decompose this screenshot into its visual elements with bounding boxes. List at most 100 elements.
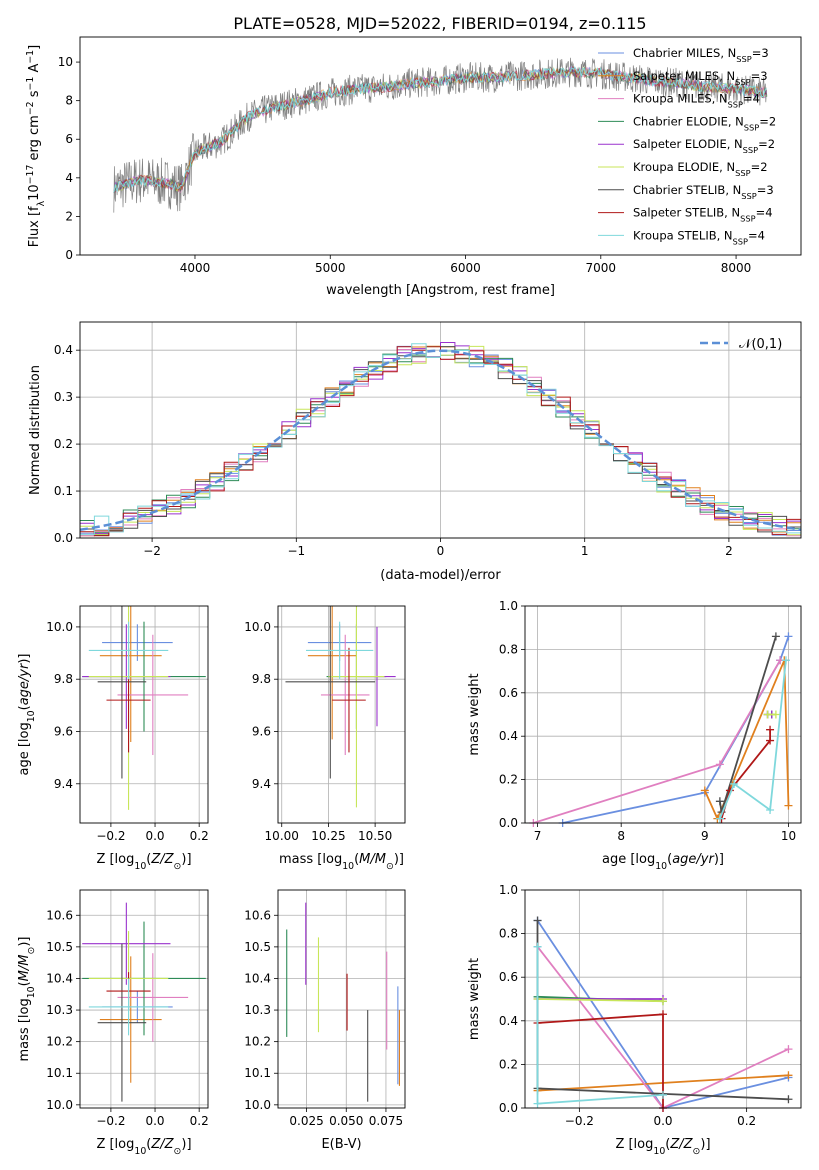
x-axis-label: Z [log10(Z/Z⊙)] <box>96 852 191 872</box>
y-tick-label: 0.8 <box>499 927 518 941</box>
mass-vs-metallicity-chart: −0.2 0.0 0.2 10.0 10.1 10.2 10.3 10.4 10.5 10.6 Z … <box>17 889 209 1157</box>
weight-marker <box>715 814 724 823</box>
x-tick-label: 9 <box>701 829 709 843</box>
y-tick-label: 10.5 <box>244 940 271 954</box>
x-tick-label: 1 <box>581 544 589 558</box>
residuals-chart: −2 −1 0 1 2 0.0 0.1 0.2 0.3 0.4 (data-model)/error… <box>28 321 802 583</box>
y-tick-label: 9.4 <box>54 777 73 791</box>
legend-label: Salpeter MILES, NSSP=3 <box>633 69 768 87</box>
x-tick-label: 0.0 <box>653 1114 672 1128</box>
weight-marker <box>766 805 775 814</box>
legend-label: Chabrier MILES, NSSP=3 <box>633 46 769 64</box>
x-tick-label: −0.2 <box>96 829 125 843</box>
weight-marker <box>784 1095 793 1104</box>
y-tick-label: 0.4 <box>499 1014 518 1028</box>
y-axis-label: mass weight <box>467 958 482 1040</box>
y-tick-label: 10 <box>58 55 73 69</box>
x-axis-label: wavelength [Angstrom, rest frame] <box>326 283 555 298</box>
weight-marker <box>771 710 780 719</box>
weight-marker <box>771 632 780 641</box>
weight-marker <box>784 801 793 810</box>
x-tick-label: −1 <box>287 544 305 558</box>
y-tick-label: 10.6 <box>244 908 271 922</box>
weight-marker <box>766 725 775 734</box>
x-axis-label: mass [log10(M/M⊙)] <box>279 852 404 872</box>
y-axis-label: Normed distribution <box>28 365 43 495</box>
x-axis-label: Z [log10(Z/Z⊙)] <box>615 1137 710 1157</box>
x-tick-label: 0 <box>437 544 445 558</box>
gaussian-curve <box>80 349 801 532</box>
y-tick-label: 0.6 <box>499 970 518 984</box>
mass-vs-ebv-chart: 0.025 0.050 0.075 10.0 10.1 10.2 10.3 10.4 10.5 1… <box>244 889 406 1152</box>
x-tick-label: 10 <box>781 829 796 843</box>
weight-marker <box>781 656 790 665</box>
legend-label: Salpeter STELIB, NSSP=4 <box>633 206 773 224</box>
y-tick-label: 0.0 <box>499 1101 518 1115</box>
x-tick-label: 0.075 <box>369 1114 403 1128</box>
y-tick-label: 0.4 <box>499 729 518 743</box>
legend-label: 𝒩(0,1) <box>739 337 782 352</box>
x-tick-label: 0.2 <box>737 1114 756 1128</box>
x-tick-label: −0.2 <box>96 1114 125 1128</box>
y-tick-label: 0.0 <box>499 816 518 830</box>
weight-marker <box>730 779 739 788</box>
x-tick-label: 10.50 <box>358 829 392 843</box>
weight-marker <box>533 942 542 951</box>
weight-marker <box>766 736 775 745</box>
weight-marker <box>784 632 793 641</box>
weight-line-5 <box>537 998 664 1003</box>
x-tick-label: 8 <box>617 829 625 843</box>
y-tick-label: 10.0 <box>244 620 271 634</box>
y-tick-label: 0.8 <box>499 642 518 656</box>
weight-marker <box>763 710 772 719</box>
weight-marker <box>659 997 667 1006</box>
legend-label: Salpeter ELODIE, NSSP=2 <box>633 137 775 155</box>
weight-line-8 <box>719 660 787 820</box>
age-vs-mass-chart: 10.00 10.25 10.50 9.4 9.6 9.8 10.0 mass [log10(… <box>244 605 406 872</box>
y-tick-label: 10.2 <box>244 1035 271 1049</box>
figure-title: PLATE=0528, MJD=52022, FIBERID=0194, z=0… <box>233 14 646 33</box>
x-axis-label: Z [log10(Z/Z⊙)] <box>96 1137 191 1157</box>
y-tick-label: 0.4 <box>54 343 73 357</box>
weight-marker <box>533 916 542 925</box>
x-tick-label: 0.050 <box>329 1114 363 1128</box>
x-tick-label: 0.2 <box>190 829 209 843</box>
model-spectrum-8 <box>113 66 767 193</box>
weight-marker <box>659 1010 667 1019</box>
axes-frame <box>79 889 209 1109</box>
observed-spectrum <box>113 57 768 213</box>
y-tick-label: 10.0 <box>46 1098 73 1112</box>
x-tick-label: 7000 <box>586 261 617 275</box>
legend-label: Kroupa STELIB, NSSP=4 <box>633 228 765 246</box>
y-tick-label: 10.5 <box>46 940 73 954</box>
x-tick-label: 7 <box>534 829 542 843</box>
y-tick-label: 9.8 <box>252 672 271 686</box>
axes-frame <box>79 605 209 824</box>
weight-vs-age-chart: 7 8 9 10 0.0 0.2 0.4 0.6 0.8 1.0 age [log10(age/yr… <box>467 599 802 872</box>
axes-frame <box>277 605 406 824</box>
y-tick-label: 9.8 <box>54 672 73 686</box>
weight-marker <box>784 1045 793 1054</box>
y-axis-label: age [log10(age/yr)] <box>17 653 37 775</box>
y-axis-label: mass [log10(M/M⊙)] <box>17 937 37 1062</box>
x-tick-label: 0.0 <box>145 829 164 843</box>
y-tick-label: 1.0 <box>499 883 518 897</box>
y-tick-label: 0.1 <box>54 484 73 498</box>
x-axis-label: age [log10(age/yr)] <box>602 852 724 872</box>
y-tick-label: 0.3 <box>54 390 73 404</box>
legend-label: Kroupa MILES, NSSP=4 <box>633 92 760 110</box>
y-tick-label: 1.0 <box>499 599 518 613</box>
axes-frame <box>524 889 802 1109</box>
y-tick-label: 0.0 <box>54 531 73 545</box>
axes-frame <box>79 36 802 256</box>
legend-label: Chabrier STELIB, NSSP=3 <box>633 183 774 201</box>
axes-frame <box>277 889 406 1109</box>
y-tick-label: 8 <box>65 94 73 108</box>
x-tick-label: 0.2 <box>190 1114 209 1128</box>
weight-vs-metallicity-chart: −0.2 0.0 0.2 0.0 0.2 0.4 0.6 0.8 1.0 Z [log10(Z/Z… <box>467 883 802 1157</box>
y-tick-label: 0 <box>65 248 73 262</box>
x-tick-label: 8000 <box>721 261 752 275</box>
x-tick-label: −0.2 <box>565 1114 594 1128</box>
y-tick-label: 10.6 <box>46 908 73 922</box>
